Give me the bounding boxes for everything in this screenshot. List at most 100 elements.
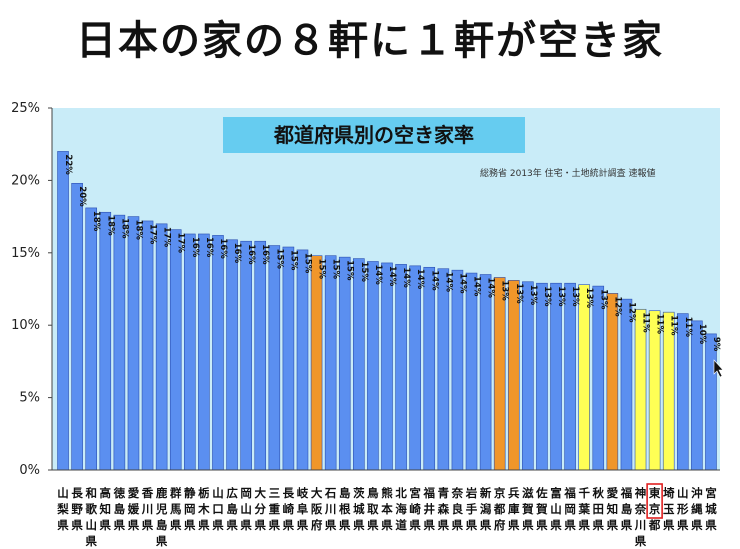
x-tick-char: 島 xyxy=(339,486,351,500)
bar xyxy=(536,282,548,471)
x-tick-label: 大分県 xyxy=(254,486,266,532)
x-tick-char: 県 xyxy=(254,518,266,532)
x-tick-char: 和 xyxy=(85,486,97,500)
data-label: 17% xyxy=(148,224,158,245)
data-label: 15% xyxy=(317,259,327,280)
x-tick-char: 島 xyxy=(226,502,238,516)
x-tick-char: 島 xyxy=(114,502,126,516)
x-tick-char: 宮 xyxy=(409,486,421,500)
data-label: 13% xyxy=(584,288,594,309)
x-tick-char: 口 xyxy=(212,502,224,516)
x-tick-char: 県 xyxy=(367,518,379,532)
x-tick-label: 静岡県 xyxy=(184,486,196,532)
x-tick-char: 玉 xyxy=(663,502,675,516)
data-label: 15% xyxy=(359,262,369,283)
x-tick-char: 良 xyxy=(452,502,464,516)
bar xyxy=(522,281,534,471)
x-tick-char: 県 xyxy=(325,518,337,532)
bar xyxy=(240,240,252,471)
x-tick-char: 愛 xyxy=(128,486,140,500)
x-tick-char: 賀 xyxy=(535,502,548,516)
x-tick-char: 鹿 xyxy=(156,486,168,500)
x-tick-char: 京 xyxy=(649,502,661,516)
bar xyxy=(353,258,365,471)
x-tick-char: 県 xyxy=(691,518,703,532)
x-tick-char: 岐 xyxy=(297,486,309,500)
x-tick-char: 県 xyxy=(184,518,196,532)
bar xyxy=(57,151,69,471)
bar xyxy=(99,211,112,471)
x-tick-char: 根 xyxy=(339,502,351,516)
x-axis-labels: 山梨県長野県和歌山県高知県徳島県愛媛県香川県鹿児島県群馬県静岡県栃木県山口県広島… xyxy=(56,486,717,548)
data-label: 20% xyxy=(77,186,87,207)
x-tick-char: 県 xyxy=(156,534,168,548)
x-tick-char: 茨 xyxy=(353,486,365,500)
x-tick-char: 井 xyxy=(424,502,436,516)
bar xyxy=(437,268,450,471)
bar xyxy=(395,264,407,471)
x-tick-char: 大 xyxy=(254,486,266,500)
data-label: 16% xyxy=(204,237,214,258)
y-tick-label: 20% xyxy=(11,173,40,188)
chart-source: 総務省 2013年 住宅・土地統計調査 速報値 xyxy=(480,167,656,179)
x-tick-label: 徳島県 xyxy=(113,486,126,532)
x-tick-char: 県 xyxy=(621,518,633,532)
data-label: 11% xyxy=(669,315,679,336)
x-tick-char: 馬 xyxy=(170,502,182,516)
x-tick-char: 奈 xyxy=(451,486,464,500)
x-tick-char: 手 xyxy=(466,502,478,516)
x-tick-char: 長 xyxy=(283,486,295,500)
data-label: 14% xyxy=(387,266,397,287)
x-tick-char: 山 xyxy=(240,502,252,516)
x-tick-label: 富山県 xyxy=(550,486,562,532)
x-tick-char: 県 xyxy=(438,518,450,532)
x-tick-char: 県 xyxy=(607,518,619,532)
x-tick-char: 県 xyxy=(381,518,393,532)
x-tick-label: 北海道 xyxy=(395,486,407,532)
data-label: 22% xyxy=(63,154,73,175)
bar xyxy=(592,285,605,471)
x-tick-label: 宮崎県 xyxy=(409,486,421,532)
x-tick-char: 県 xyxy=(593,518,605,532)
x-tick-char: 本 xyxy=(381,502,393,516)
x-tick-char: 長 xyxy=(71,486,83,500)
x-tick-char: 県 xyxy=(353,518,365,532)
bar xyxy=(606,293,619,471)
x-tick-char: 香 xyxy=(141,486,154,500)
x-tick-char: 山 xyxy=(85,518,97,532)
bar xyxy=(705,333,717,471)
x-tick-char: 崎 xyxy=(283,502,295,516)
x-tick-label: 大阪府 xyxy=(311,486,323,532)
data-label: 11% xyxy=(683,317,693,338)
x-tick-char: 府 xyxy=(311,518,323,532)
x-tick-char: 群 xyxy=(169,486,182,500)
data-label: 17% xyxy=(176,233,186,254)
x-tick-char: 島 xyxy=(621,502,633,516)
bar xyxy=(338,256,351,471)
x-tick-char: 県 xyxy=(466,518,478,532)
x-tick-char: 県 xyxy=(297,518,309,532)
data-label: 15% xyxy=(288,250,298,271)
x-tick-char: 青 xyxy=(438,486,450,500)
x-tick-char: 県 xyxy=(283,518,295,532)
x-tick-char: 城 xyxy=(353,502,365,516)
data-labels: 22% 20% 18% 18% 18% 18% 17% 17% 17% 16% 16% 16% 16% 1… xyxy=(63,154,721,351)
x-tick-label: 茨城県 xyxy=(353,486,365,532)
x-tick-char: 県 xyxy=(114,518,126,532)
chart-title-box xyxy=(223,117,525,153)
y-axis: 0% 5% 10% 15% 20% 25% xyxy=(11,101,53,478)
x-tick-char: 重 xyxy=(269,502,281,516)
bar xyxy=(409,265,421,471)
x-tick-char: 島 xyxy=(156,518,168,532)
bar xyxy=(451,269,464,471)
data-label: 16% xyxy=(246,244,256,265)
x-tick-label: 千葉県 xyxy=(577,486,590,532)
bar xyxy=(634,308,647,471)
data-label: 15% xyxy=(302,253,312,274)
bar xyxy=(268,245,281,471)
data-label: 15% xyxy=(331,259,341,280)
bar xyxy=(676,313,689,471)
data-label: 13% xyxy=(500,280,510,301)
